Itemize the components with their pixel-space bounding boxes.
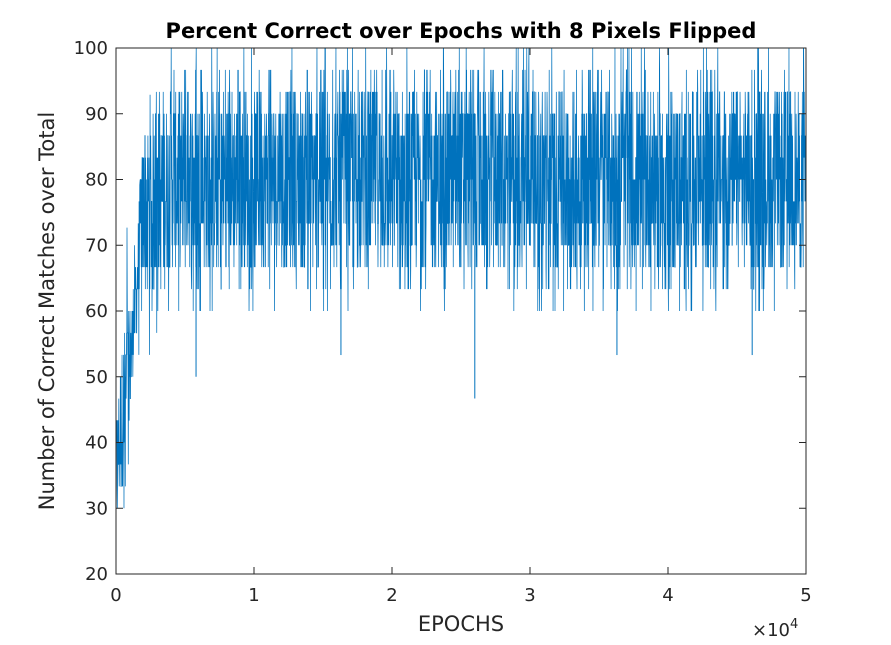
y-tick-label-2: 40 — [85, 433, 108, 454]
y-tick-label-4: 60 — [85, 301, 108, 322]
x-tick-label-4: 4 — [662, 585, 673, 606]
series-line — [116, 48, 806, 509]
y-tick-labels: 20 30 40 50 60 70 80 90 100 — [74, 38, 108, 585]
x-exponent-power: 4 — [790, 617, 798, 632]
x-tick-labels: 0 1 2 3 4 5 — [110, 585, 811, 606]
x-axis-label: EPOCHS — [418, 612, 504, 636]
x-exponent-label: ×104 — [752, 617, 798, 641]
axes-layer — [115, 47, 807, 575]
y-tick-label-5: 70 — [85, 235, 108, 256]
x-tick-label-2: 2 — [386, 585, 397, 606]
y-tick-label-6: 80 — [85, 170, 108, 191]
y-tick-label-0: 20 — [85, 564, 108, 585]
y-tick-label-1: 30 — [85, 498, 108, 519]
y-tick-label-3: 50 — [85, 367, 108, 388]
x-exponent-base: ×10 — [752, 620, 790, 641]
x-tick-label-5: 5 — [800, 585, 811, 606]
x-tick-label-0: 0 — [110, 585, 121, 606]
x-tick-label-3: 3 — [524, 585, 535, 606]
x-tick-label-1: 1 — [248, 585, 259, 606]
y-axis-label: Number of Correct Matches over Total — [35, 112, 59, 510]
y-tick-label-7: 90 — [85, 104, 108, 125]
y-tick-label-8: 100 — [74, 38, 108, 59]
series-layer — [116, 48, 806, 509]
chart-title: Percent Correct over Epochs with 8 Pixel… — [166, 19, 757, 43]
